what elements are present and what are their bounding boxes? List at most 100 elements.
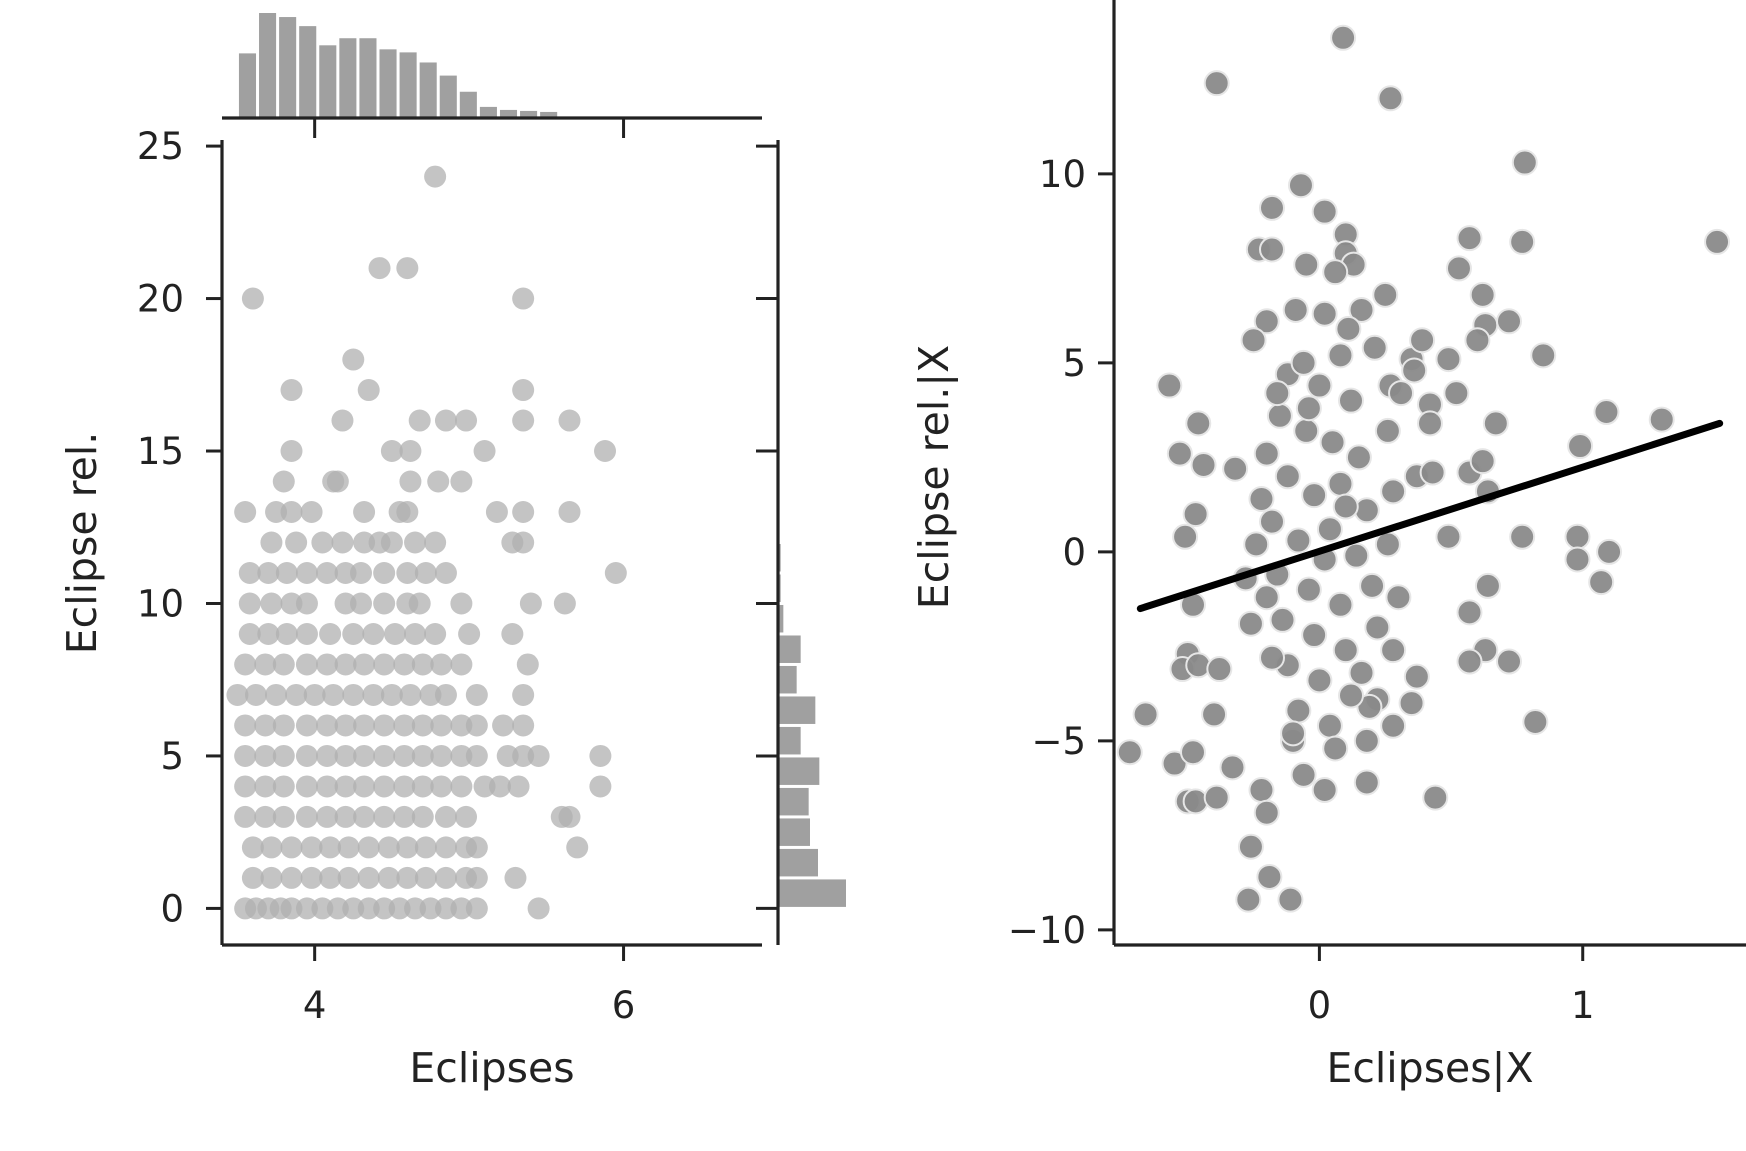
residual-point-111 (1295, 576, 1322, 603)
scatter-point-119 (434, 683, 457, 706)
scatter-point-11 (388, 897, 411, 920)
scatter-point-123 (254, 653, 277, 676)
residual-point-135 (1380, 478, 1407, 505)
residual-point-18 (1469, 281, 1496, 308)
left-y-tick-label-4: 20 (137, 278, 184, 321)
scatter-point-156 (450, 592, 473, 615)
residual-point-3 (1511, 149, 1538, 176)
scatter-point-6 (311, 897, 334, 920)
residual-point-79 (1182, 788, 1209, 815)
scatter-point-113 (322, 683, 345, 706)
scatter-point-60 (234, 775, 257, 798)
scatter-point-165 (350, 561, 372, 584)
x-hist-bar-15 (540, 111, 558, 118)
x-hist-bar-6 (359, 38, 377, 118)
scatter-point-70 (430, 775, 453, 798)
residual-point-85 (1256, 863, 1283, 890)
residual-point-34 (1401, 357, 1428, 384)
scatter-point-159 (238, 561, 261, 584)
scatter-point-150 (295, 592, 318, 615)
scatter-point-151 (334, 592, 357, 615)
residual-point-129 (1248, 485, 1275, 512)
scatter-point-189 (485, 501, 508, 524)
scatter-point-71 (450, 775, 473, 798)
residual-point-92 (1290, 761, 1317, 788)
y-marginal-histogram (778, 147, 846, 907)
x-hist-bar-2 (279, 17, 297, 119)
residual-point-73 (1201, 701, 1228, 728)
scatter-point-155 (408, 592, 431, 615)
scatter-point-93 (234, 714, 257, 737)
residual-point-143 (1280, 720, 1307, 747)
residual-point-137 (1385, 584, 1412, 611)
residual-point-19 (1372, 281, 1399, 308)
left-y-tick-label-3: 15 (137, 430, 184, 473)
scatter-point-61 (254, 775, 277, 798)
scatter-point-96 (295, 714, 318, 737)
scatter-point-97 (316, 714, 339, 737)
scatter-point-211 (512, 379, 535, 402)
scatter-point-20 (280, 866, 303, 889)
y-hist-bar-8 (778, 635, 801, 663)
residual-point-122 (1316, 712, 1343, 739)
scatter-point-100 (373, 714, 396, 737)
scatter-point-106 (492, 714, 515, 737)
scatter-point-72 (473, 775, 496, 798)
residual-point-147 (1332, 493, 1359, 520)
scatter-point-112 (303, 683, 326, 706)
residual-point-136 (1374, 531, 1401, 558)
scatter-point-103 (430, 714, 453, 737)
residual-point-15 (1293, 251, 1320, 278)
y-hist-bar-2 (778, 818, 810, 846)
residual-point-124 (1322, 735, 1349, 762)
y-hist-bar-3 (778, 787, 809, 816)
scatter-point-36 (319, 836, 342, 859)
scatter-point-118 (419, 683, 442, 706)
scatter-point-31 (504, 866, 527, 889)
scatter-point-87 (450, 744, 473, 767)
scatter-point-95 (272, 714, 295, 737)
scatter-point-80 (316, 744, 339, 767)
scatter-point-120 (465, 683, 488, 706)
scatter-point-7 (326, 897, 349, 920)
scatter-point-158 (553, 592, 576, 615)
left-x-tick-label-1: 6 (612, 984, 636, 1027)
scatter-point-199 (380, 440, 403, 463)
scatter-point-44 (465, 836, 488, 859)
residual-point-86 (1235, 886, 1262, 913)
residual-point-76 (1161, 750, 1188, 777)
residual-point-0 (1330, 24, 1357, 51)
scatter-point-215 (368, 257, 391, 280)
scatter-point-178 (404, 531, 427, 554)
scatter-point-143 (404, 622, 427, 645)
residual-point-60 (1564, 546, 1591, 573)
residual-point-11 (1456, 225, 1483, 252)
x-hist-bar-13 (499, 109, 518, 118)
scatter-point-185 (300, 501, 323, 524)
scatter-point-175 (353, 531, 376, 554)
scatter-point-84 (393, 744, 416, 767)
scatter-point-107 (512, 714, 535, 737)
scatter-point-210 (357, 379, 380, 402)
residual-point-113 (1359, 572, 1386, 599)
residual-points (1116, 24, 1731, 913)
scatter-point-117 (399, 683, 422, 706)
residual-point-81 (1219, 754, 1246, 781)
residual-point-84 (1237, 833, 1264, 860)
residual-point-133 (1338, 387, 1364, 414)
scatter-point-26 (396, 866, 419, 889)
residual-point-99 (1293, 417, 1320, 444)
scatter-point-170 (604, 561, 627, 584)
scatter-point-202 (594, 440, 617, 463)
left-x-tick-label-0: 4 (303, 984, 327, 1027)
residual-point-17 (1445, 255, 1472, 282)
x-hist-bar-14 (520, 110, 538, 118)
scatter-point-102 (411, 714, 434, 737)
scatter-point-173 (311, 531, 334, 554)
residual-point-139 (1237, 610, 1264, 637)
scatter-point-116 (380, 683, 403, 706)
right-y-tick-label-1: −5 (1031, 720, 1086, 763)
residual-point-29 (1240, 327, 1267, 354)
scatter-point-81 (334, 744, 357, 767)
